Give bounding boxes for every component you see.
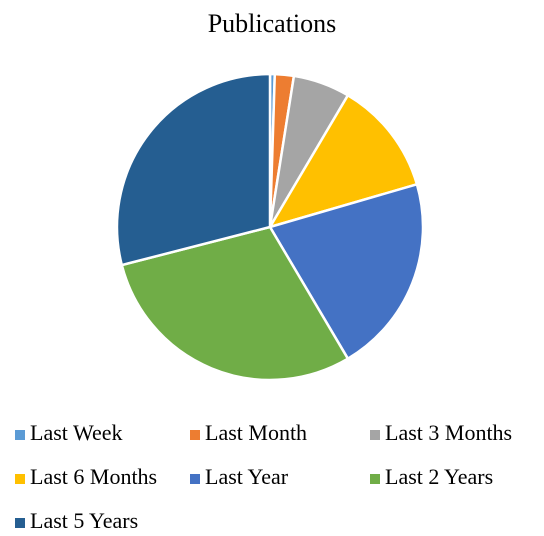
legend-label: Last 5 Years	[30, 508, 138, 533]
legend-label: Last 2 Years	[385, 464, 493, 489]
pie-slice	[120, 225, 350, 382]
pie-slice	[268, 182, 425, 361]
legend-label: Last 3 Months	[385, 420, 512, 445]
legend-label: Last 6 Months	[30, 464, 157, 489]
legend-swatch	[190, 430, 200, 440]
legend-label: Last Year	[205, 464, 289, 489]
legend-swatch	[370, 474, 380, 484]
legend-label: Last Month	[205, 420, 307, 445]
legend-swatch	[370, 430, 380, 440]
legend-swatch	[15, 518, 25, 528]
legend-swatch	[15, 430, 25, 440]
pie-slice	[115, 72, 272, 267]
chart-title: Publications	[208, 9, 337, 38]
legend-swatch	[15, 474, 25, 484]
legend-label: Last Week	[30, 420, 123, 445]
legend-swatch	[190, 474, 200, 484]
